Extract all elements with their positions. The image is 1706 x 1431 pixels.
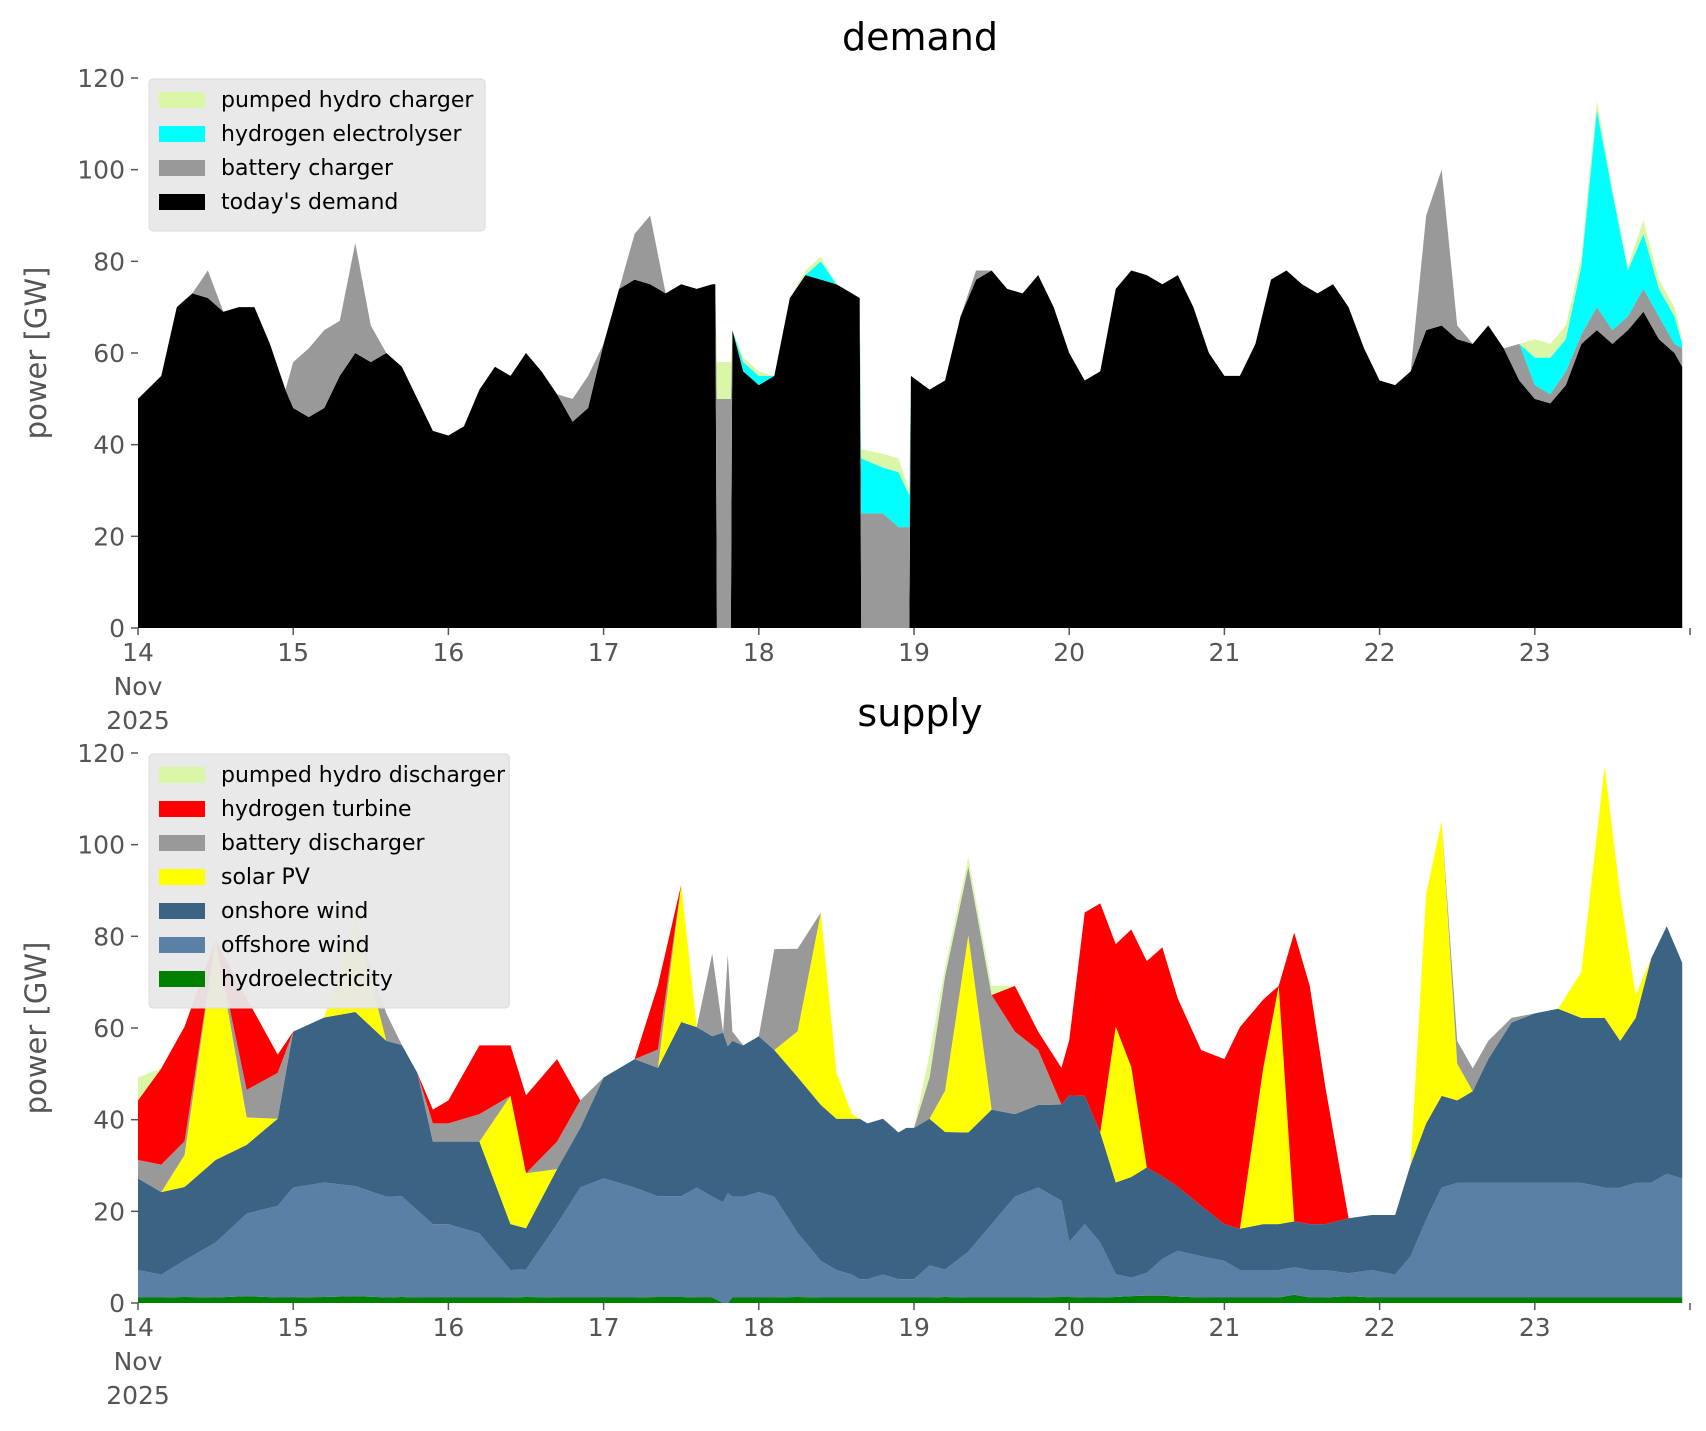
y-axis-label: power [GW]: [19, 942, 53, 1115]
y-tick-label: 100: [77, 156, 125, 185]
legend-label-pumped-hydro-charger: pumped hydro charger: [221, 88, 474, 113]
legend-swatch-hydrogen-electrolyser: [159, 126, 205, 142]
x-tick-label: 15: [277, 1313, 309, 1342]
y-tick-label: 20: [93, 1197, 125, 1226]
chart-title: supply: [857, 691, 982, 735]
x-tick-label: 2025: [106, 1381, 170, 1410]
legend-swatch-pumped-hydro-charger: [159, 92, 205, 108]
legend-swatch-battery-discharger: [159, 835, 205, 851]
x-tick-label: 21: [1208, 1313, 1240, 1342]
x-tick-label: 16: [432, 1313, 464, 1342]
y-tick-label: 120: [77, 64, 125, 93]
x-tick-label: 17: [588, 1313, 620, 1342]
y-tick-label: 0: [109, 1289, 125, 1318]
x-tick-label: Nov: [114, 1347, 163, 1376]
x-tick-label: 20: [1053, 638, 1085, 667]
x-tick-label: 21: [1208, 638, 1240, 667]
y-tick-label: 60: [93, 1014, 125, 1043]
x-tick-label: 18: [743, 1313, 775, 1342]
legend-swatch-today-s-demand: [159, 194, 205, 210]
area-onshore-wind: [138, 926, 1683, 1280]
legend-label-hydrogen-turbine: hydrogen turbine: [221, 797, 412, 822]
legend: pumped hydro discharger hydrogen turbine b…: [148, 753, 510, 1009]
legend-label-battery-charger: battery charger: [221, 156, 394, 181]
legend-swatch-hydrogen-turbine: [159, 801, 205, 817]
x-tick-label: 22: [1364, 638, 1396, 667]
y-tick-label: 80: [93, 247, 125, 276]
legend-swatch-battery-charger: [159, 160, 205, 176]
x-tick-label: 2025: [106, 706, 170, 735]
y-tick-label: 40: [93, 431, 125, 460]
legend: pumped hydro charger hydrogen electrolyse…: [148, 78, 486, 232]
y-tick-label: 60: [93, 339, 125, 368]
x-tick-label: 23: [1519, 1313, 1551, 1342]
legend-swatch-solar-pv: [159, 869, 205, 885]
x-tick-label: 17: [588, 638, 620, 667]
legend-label-solar-pv: solar PV: [221, 865, 310, 890]
x-tick-label: 19: [898, 638, 930, 667]
legend-label-pumped-hydro-discharger: pumped hydro discharger: [221, 763, 506, 788]
legend-swatch-pumped-hydro-discharger: [159, 767, 205, 783]
legend-swatch-offshore-wind: [159, 937, 205, 953]
legend-box: [148, 78, 486, 232]
legend-label-hydrogen-electrolyser: hydrogen electrolyser: [221, 122, 462, 147]
x-tick-label: 20: [1053, 1313, 1085, 1342]
y-tick-label: 120: [77, 739, 125, 768]
y-tick-label: 20: [93, 522, 125, 551]
area-offshore-wind: [138, 1173, 1683, 1303]
x-tick-label: 19: [898, 1313, 930, 1342]
legend-label-battery-discharger: battery discharger: [221, 831, 426, 856]
chart-supply: supply 0 20 40 60 80 100 120 power [GW] 14 Nov 2025…: [19, 691, 1691, 1410]
x-tick-label: 14: [122, 638, 154, 667]
x-tick-label: 18: [743, 638, 775, 667]
area-hydrogen-electrolyser: [138, 110, 1683, 528]
x-tick-label: 23: [1519, 638, 1551, 667]
area-hydroelectricity: [138, 1294, 1683, 1303]
chart-demand: demand 0 20 40 60 80 100 120 power [GW] 14 Nov 2025…: [19, 15, 1691, 735]
x-tick-label: 16: [432, 638, 464, 667]
legend-swatch-hydroelectricity: [159, 971, 205, 987]
x-tick-label: 14: [122, 1313, 154, 1342]
y-axis-label: power [GW]: [19, 267, 53, 440]
area-hydrogen-turbine: [138, 765, 1683, 1229]
legend-label-today-s-demand: today's demand: [221, 190, 398, 215]
x-tick-label: 22: [1364, 1313, 1396, 1342]
x-tick-label: 15: [277, 638, 309, 667]
y-tick-label: 100: [77, 831, 125, 860]
legend-label-hydroelectricity: hydroelectricity: [221, 967, 393, 992]
legend-label-onshore-wind: onshore wind: [221, 899, 368, 924]
legend-box: [148, 753, 510, 1009]
chart-title: demand: [842, 15, 998, 59]
legend-swatch-onshore-wind: [159, 903, 205, 919]
x-tick-label: Nov: [114, 672, 163, 701]
y-tick-label: 0: [109, 614, 125, 643]
y-tick-label: 80: [93, 922, 125, 951]
y-tick-label: 40: [93, 1106, 125, 1135]
area-today-s-demand: [138, 270, 1683, 628]
legend-label-offshore-wind: offshore wind: [221, 933, 370, 958]
